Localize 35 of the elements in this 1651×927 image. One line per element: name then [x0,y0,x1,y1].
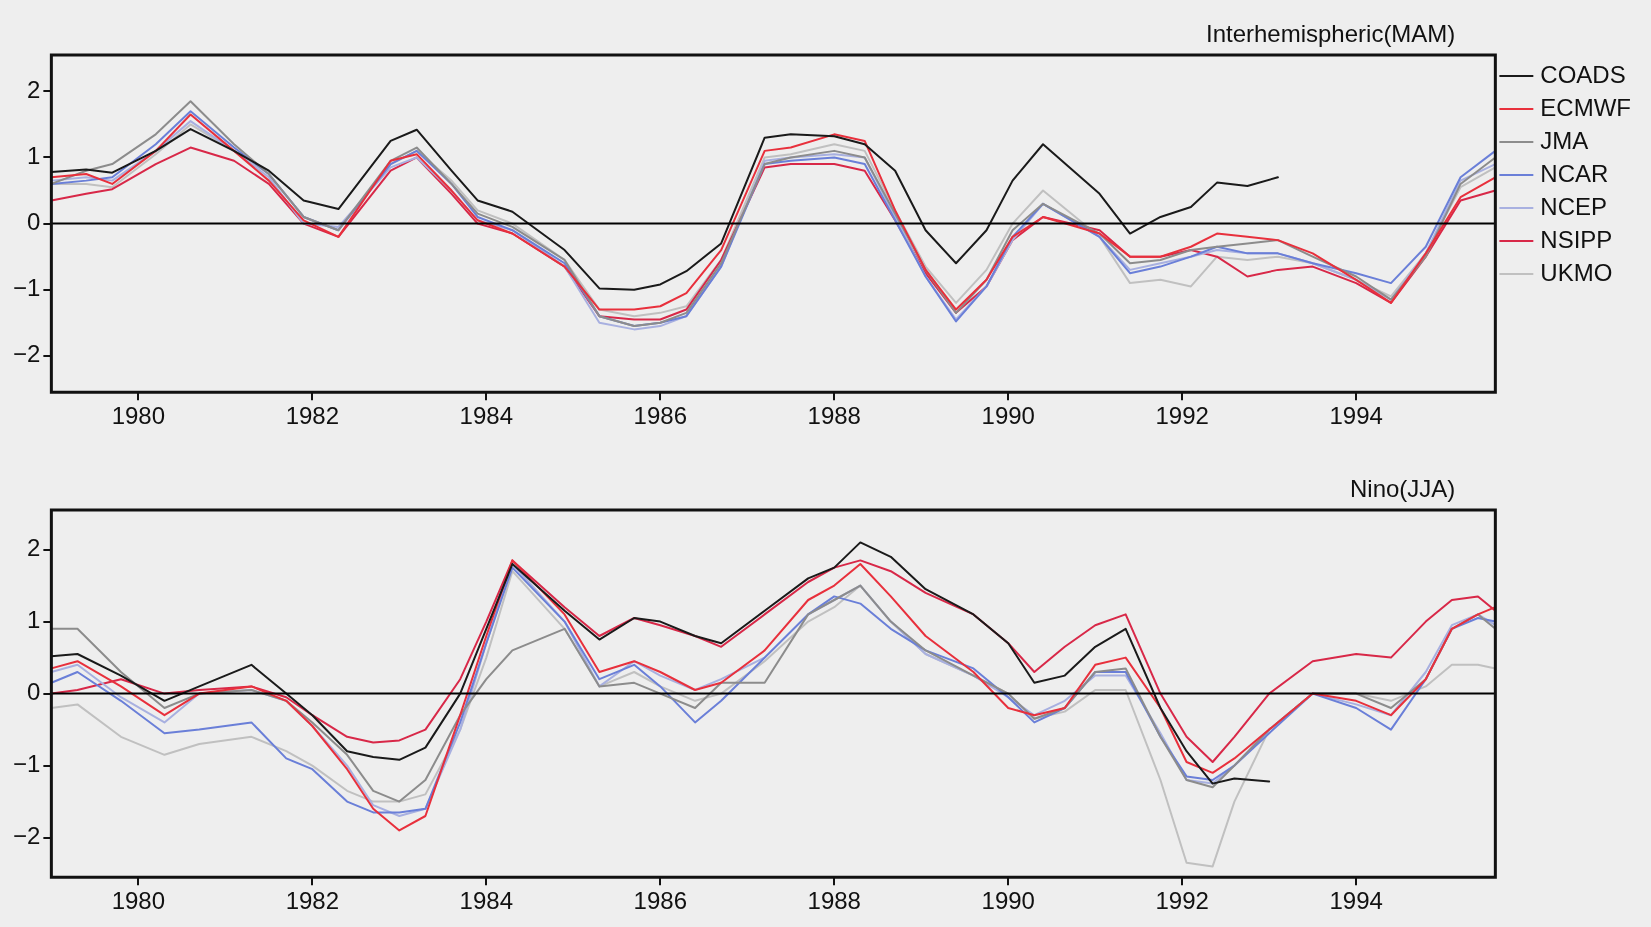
y-tick-label: −2 [12,822,41,850]
y-tick-label: 0 [27,678,41,706]
chart-title: Interhemispheric(MAM) [1205,19,1456,47]
y-tick-label: 0 [27,208,41,236]
x-tick-label: 1980 [111,887,166,915]
x-tick-label: 1994 [1329,887,1383,915]
legend-label: UKMO [1540,258,1613,286]
legend-label: COADS [1540,60,1626,88]
x-tick-label: 1988 [807,887,861,915]
x-tick-label: 1980 [111,402,166,430]
x-tick-label: 1990 [981,887,1035,915]
legend-label: NSIPP [1540,225,1613,253]
x-tick-label: 1986 [633,887,687,915]
x-tick-label: 1992 [1155,887,1209,915]
y-tick-label: 1 [27,606,41,634]
y-tick-label: −1 [12,274,41,302]
x-tick-label: 1988 [807,402,861,430]
x-tick-label: 1984 [459,887,513,915]
chart-title: Nino(JJA) [1350,474,1456,502]
y-tick-label: 2 [27,75,41,103]
y-tick-label: 1 [27,142,41,170]
x-tick-label: 1992 [1155,402,1209,430]
x-tick-label: 1990 [981,402,1035,430]
y-tick-label: −1 [12,750,41,778]
legend-label: JMA [1540,126,1589,154]
x-tick-label: 1982 [285,402,340,430]
x-tick-label: 1986 [633,402,687,430]
y-tick-label: −2 [12,340,41,368]
x-tick-label: 1982 [285,887,340,915]
x-tick-label: 1984 [459,402,513,430]
legend-label: ECMWF [1540,93,1632,121]
x-tick-label: 1994 [1329,402,1383,430]
legend-label: NCEP [1540,192,1608,220]
legend-label: NCAR [1540,159,1609,187]
y-tick-label: 2 [27,534,41,562]
